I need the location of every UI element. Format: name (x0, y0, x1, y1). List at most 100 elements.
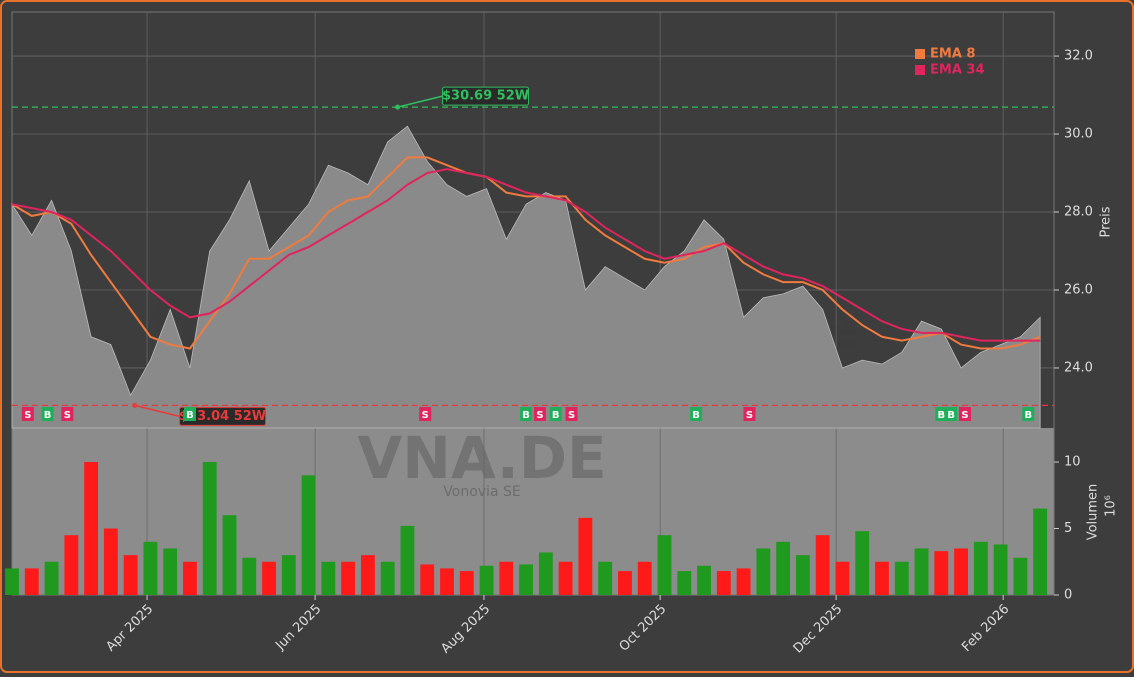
volume-bar (657, 535, 672, 595)
price-area (11, 125, 1041, 429)
annotation-arrow (397, 95, 443, 108)
legend-swatch (915, 65, 925, 75)
y-tick-label: 32.0 (1064, 49, 1093, 64)
volume-bar (716, 571, 731, 595)
volume-bar (578, 517, 593, 595)
volume-bar (24, 568, 39, 595)
volume-bar (934, 551, 949, 595)
annotation: $30.69 52W (442, 86, 530, 106)
signal-label: S (746, 410, 753, 421)
annotation-box (442, 86, 530, 106)
volume-bar (618, 571, 632, 595)
y-tick-label: 26.0 (1064, 282, 1093, 297)
volume-bar (44, 561, 59, 595)
company-watermark: Vonovia SE (443, 484, 520, 500)
volume-bar (321, 561, 336, 595)
signal-label: B (692, 410, 700, 421)
volume-bar (262, 561, 276, 595)
volume-bar (973, 541, 988, 595)
volume-bar (1033, 508, 1048, 595)
y2-tick-label: 10 (1064, 455, 1081, 470)
volume-bar (795, 555, 810, 595)
signal-marker (690, 407, 703, 421)
y2-axis-unit: 10⁶ (1104, 495, 1119, 517)
volume-bar (84, 462, 99, 595)
signal-marker (1022, 407, 1035, 421)
signal-marker (959, 407, 972, 421)
volume-bar (499, 561, 514, 595)
volume-bar (558, 561, 573, 595)
signal-marker (61, 407, 74, 421)
annotation-point (132, 402, 138, 408)
y-tick-label: 24.0 (1064, 360, 1093, 375)
volume-bar (64, 535, 79, 595)
y2-axis-label: Volumen (1086, 484, 1101, 541)
volume-bar (479, 565, 494, 595)
annotation-text: $23.04 52W (179, 409, 266, 424)
signal-label: S (422, 410, 429, 421)
volume-bar (341, 561, 356, 595)
volume-bar (637, 561, 652, 595)
signal-label: S (24, 410, 31, 421)
signal-marker (41, 407, 54, 421)
y-tick-label: 30.0 (1064, 127, 1093, 142)
signal-marker (549, 407, 562, 421)
volume-bar (538, 552, 553, 595)
volume-bar (360, 555, 375, 595)
signal-label: B (552, 410, 560, 421)
volume-bar (855, 531, 870, 595)
legend-label: EMA 34 (930, 63, 985, 78)
volume-bar (5, 568, 19, 595)
volume-bar (776, 541, 791, 595)
volume-bar (815, 535, 830, 595)
signal-marker (565, 407, 578, 421)
signal-label: S (961, 410, 968, 421)
signal-label: B (947, 410, 955, 421)
annotation-arrow (134, 404, 180, 418)
y2-tick-label: 5 (1064, 521, 1072, 536)
signal-marker (520, 407, 533, 421)
volume-bar (123, 555, 138, 595)
volume-bar (756, 548, 771, 595)
volume-bar (875, 561, 889, 595)
signal-marker (935, 407, 948, 421)
volume-bar (183, 561, 197, 595)
volume-bar (519, 564, 533, 595)
volume-bar (222, 515, 237, 595)
annotation: $23.04 52W (179, 406, 266, 426)
signal-label: S (64, 410, 71, 421)
signal-marker (533, 407, 546, 421)
signal-marker (419, 407, 432, 421)
signal-label: S (536, 410, 543, 421)
volume-bar (143, 541, 158, 595)
volume-bar (281, 555, 296, 595)
volume-bar (894, 561, 909, 595)
signal-label: B (1024, 410, 1032, 421)
annotation-text: $30.69 52W (442, 89, 529, 104)
signal-label: B (937, 410, 945, 421)
volume-bar (677, 571, 692, 595)
volume-bar (420, 564, 435, 595)
symbol-watermark: VNA.DE (357, 424, 606, 492)
volume-bar (993, 544, 1008, 595)
volume-bar (380, 561, 395, 595)
signal-marker (21, 407, 34, 421)
volume-bar (242, 557, 257, 595)
volume-bar (440, 568, 454, 595)
volume-bar (301, 475, 316, 595)
y-axis-label: Preis (1099, 206, 1114, 237)
signal-label: B (44, 410, 52, 421)
volume-bar (697, 565, 711, 595)
signal-marker (743, 407, 756, 421)
volume-bar (459, 571, 474, 595)
legend-label: EMA 8 (930, 47, 975, 62)
y-tick-label: 28.0 (1064, 205, 1093, 220)
volume-bar (736, 568, 751, 595)
volume-bar (914, 548, 929, 595)
volume-bar (103, 528, 118, 595)
volume-bar (163, 548, 178, 595)
y2-tick-label: 0 (1064, 588, 1072, 603)
annotation-point (395, 104, 401, 110)
volume-bar (835, 561, 850, 595)
